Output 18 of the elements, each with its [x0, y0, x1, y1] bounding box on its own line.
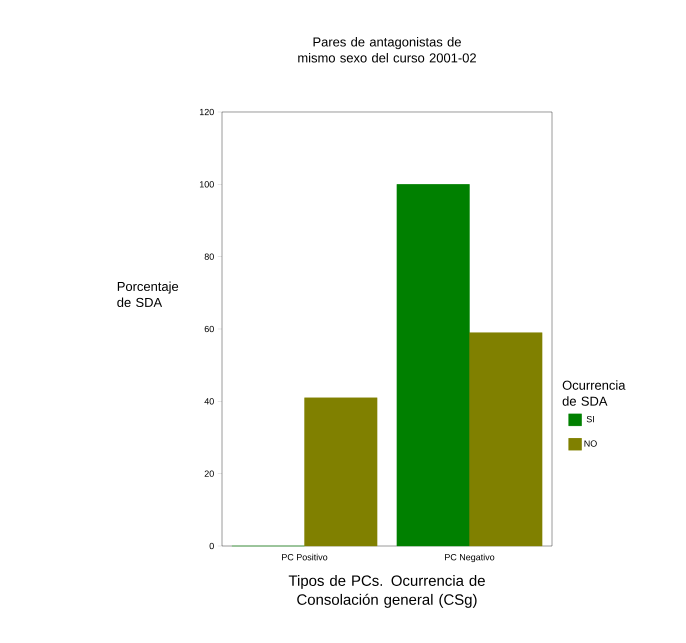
legend-label: SI [586, 416, 594, 422]
x-tick-label: PC Positivo [282, 554, 328, 560]
y-tick-label: 60 [204, 326, 214, 332]
y-axis-title: Porcentaje de SDA [117, 282, 178, 307]
x-axis-title: Tipos de PCs. Ocurrencia de Consolación general (CSg) [288, 574, 485, 608]
y-tick-label: 40 [204, 398, 214, 405]
legend-title: Ocurrencia de SDA [562, 380, 626, 406]
chart-title: Pares de antagonistas de mismo sexo del curso 2001-02 [298, 37, 476, 62]
y-tick-label: 80 [204, 253, 214, 260]
x-tick-label: PC Negativo [445, 554, 494, 562]
bar [469, 332, 542, 546]
y-tick-label: 0 [210, 542, 214, 550]
legend-label: NO [584, 440, 597, 447]
y-tick-label: 120 [200, 108, 214, 116]
bar [304, 398, 378, 546]
bar [396, 184, 470, 546]
y-tick-label: 20 [204, 470, 214, 477]
y-tick-label: 100 [200, 181, 214, 188]
